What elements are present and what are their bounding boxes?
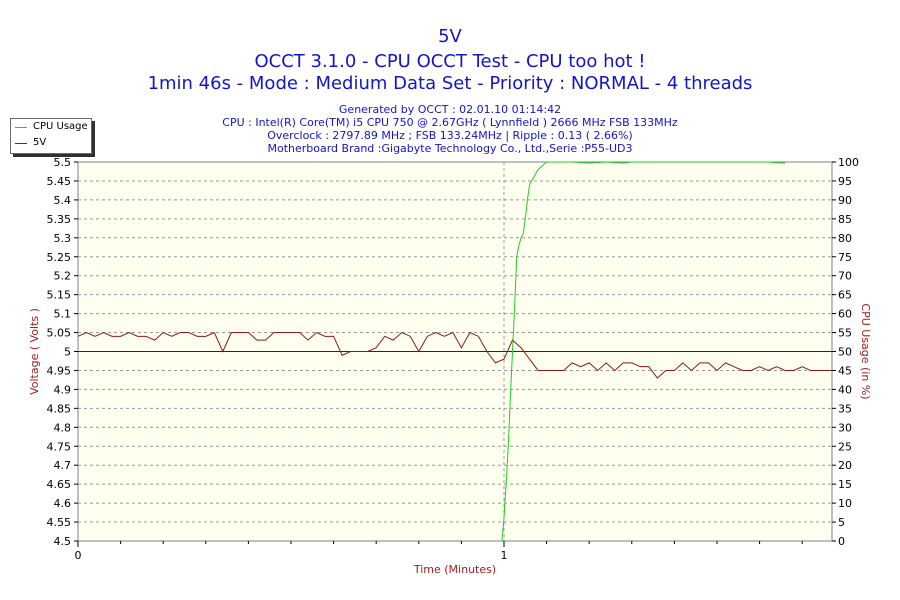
legend-item-5v: 5V xyxy=(11,137,91,151)
y2-tick-label: 45 xyxy=(838,364,852,377)
y-tick-label: 5.45 xyxy=(47,175,72,188)
y2-tick-label: 80 xyxy=(838,232,852,245)
y2-tick-label: 25 xyxy=(838,440,852,453)
chart-legend: CPU Usage 5V xyxy=(10,118,92,154)
y-axis-label: Voltage ( Volts ) xyxy=(28,308,41,395)
y-tick-label: 5.25 xyxy=(47,251,72,264)
y-tick-label: 5.05 xyxy=(47,327,72,340)
legend-swatch-5v xyxy=(15,143,27,144)
y2-tick-label: 95 xyxy=(838,175,852,188)
y-tick-label: 4.9 xyxy=(54,383,72,396)
y2-tick-label: 10 xyxy=(838,497,852,510)
left-axis-ticks: 4.5 4.55 4.6 4.65 4.7 4.75 4.8 4.85 4.9 4.95 5 5.05… xyxy=(47,156,78,548)
y-tick-label: 5.5 xyxy=(54,156,72,169)
info-motherboard: Motherboard Brand :Gigabyte Technology C… xyxy=(267,142,633,155)
y2-tick-label: 100 xyxy=(838,156,859,169)
y-tick-label: 4.6 xyxy=(54,497,72,510)
right-axis-ticks: 0 5 10 15 20 25 30 35 40 45 50 55 60 65 70 75 80 85 90 95 10… xyxy=(832,156,859,548)
y2-tick-label: 60 xyxy=(838,308,852,321)
chart-title: 5V xyxy=(438,26,462,47)
y2-tick-label: 90 xyxy=(838,194,852,207)
x-tick-label: 1 xyxy=(500,549,507,562)
chart-subtitle-mode: 1min 46s - Mode : Medium Data Set - Prio… xyxy=(147,73,753,94)
legend-label-5v: 5V xyxy=(33,137,47,148)
y-tick-label: 4.55 xyxy=(47,516,72,529)
series-line-5v xyxy=(77,331,832,379)
y-tick-label: 4.95 xyxy=(47,364,72,377)
info-cpu: CPU : Intel(R) Core(TM) i5 CPU 750 @ 2.6… xyxy=(222,116,678,129)
y2-tick-label: 55 xyxy=(838,327,852,340)
info-overclock: Overclock : 2797.89 MHz ; FSB 133.24MHz … xyxy=(267,129,633,142)
y-tick-label: 5 xyxy=(64,346,71,359)
y2-tick-label: 30 xyxy=(838,421,852,434)
y2-tick-label: 0 xyxy=(838,535,845,548)
y2-tick-label: 5 xyxy=(838,516,845,529)
y-tick-label: 5.15 xyxy=(47,289,72,302)
y-tick-label: 4.75 xyxy=(47,440,72,453)
x-axis-label: Time (Minutes) xyxy=(413,563,496,576)
y2-tick-label: 85 xyxy=(838,213,852,226)
legend-item-cpu-usage: CPU Usage xyxy=(11,121,91,135)
y2-tick-label: 75 xyxy=(838,251,852,264)
info-generated: Generated by OCCT : 02.01.10 01:14:42 xyxy=(338,103,562,116)
y-tick-label: 4.8 xyxy=(54,421,72,434)
y-tick-label: 4.5 xyxy=(54,535,72,548)
y-tick-label: 4.65 xyxy=(47,478,72,491)
y2-axis-label: CPU Usage (in %) xyxy=(859,303,872,399)
legend-label-cpu-usage: CPU Usage xyxy=(33,121,88,132)
x-tick-label: 0 xyxy=(75,549,82,562)
chart-subtitle-test: OCCT 3.1.0 - CPU OCCT Test - CPU too hot… xyxy=(254,51,646,72)
legend-swatch-cpu-usage xyxy=(15,127,27,128)
y-tick-label: 5.4 xyxy=(54,194,72,207)
y2-tick-label: 20 xyxy=(838,459,852,472)
y2-tick-label: 40 xyxy=(838,383,852,396)
series-line-cpu-usage xyxy=(501,161,786,542)
y2-tick-label: 65 xyxy=(838,289,852,302)
y-tick-label: 4.7 xyxy=(54,459,72,472)
y2-tick-label: 35 xyxy=(838,402,852,415)
y-tick-label: 5.35 xyxy=(47,213,72,226)
y2-tick-label: 70 xyxy=(838,270,852,283)
y2-tick-label: 15 xyxy=(838,478,852,491)
y2-tick-label: 50 xyxy=(838,346,852,359)
y-tick-label: 4.85 xyxy=(47,402,72,415)
y-tick-label: 5.2 xyxy=(54,270,72,283)
y-tick-label: 5.1 xyxy=(54,308,72,321)
y-tick-label: 5.3 xyxy=(54,232,72,245)
